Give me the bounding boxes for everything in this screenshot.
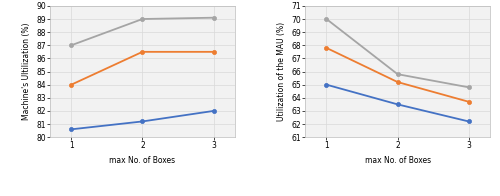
min RC < 10 (140, 120, 145, 123)
min RC < 25 (394, 73, 400, 75)
min RC < 25 (68, 44, 74, 46)
X-axis label: max No. of Boxes: max No. of Boxes (110, 156, 176, 165)
min RC < 10 (210, 110, 216, 112)
min RC < 10 (394, 103, 400, 106)
min RC < 10 (324, 83, 330, 86)
min RC <15 (140, 51, 145, 53)
min RC <15 (210, 51, 216, 53)
min RC < 25 (210, 16, 216, 19)
Line: min RC < 15: min RC < 15 (324, 46, 471, 104)
min RC < 25 (324, 18, 330, 20)
min RC < 10 (466, 120, 471, 123)
min RC < 10 (68, 128, 74, 131)
min RC < 15 (394, 81, 400, 83)
Line: min RC < 10: min RC < 10 (69, 109, 216, 131)
X-axis label: max No. of Boxes: max No. of Boxes (364, 156, 430, 165)
Line: min RC < 10: min RC < 10 (324, 83, 471, 123)
Line: min RC < 25: min RC < 25 (324, 17, 471, 89)
Y-axis label: Utilization of the MAU (%): Utilization of the MAU (%) (276, 22, 285, 121)
Line: min RC <15: min RC <15 (69, 50, 216, 87)
min RC < 15 (324, 47, 330, 49)
min RC < 25 (140, 18, 145, 20)
Y-axis label: Machine's Ultilization (%): Machine's Ultilization (%) (22, 23, 30, 120)
Line: min RC < 25: min RC < 25 (69, 16, 216, 47)
min RC <15 (68, 83, 74, 86)
min RC < 25 (466, 86, 471, 88)
min RC < 15 (466, 101, 471, 103)
